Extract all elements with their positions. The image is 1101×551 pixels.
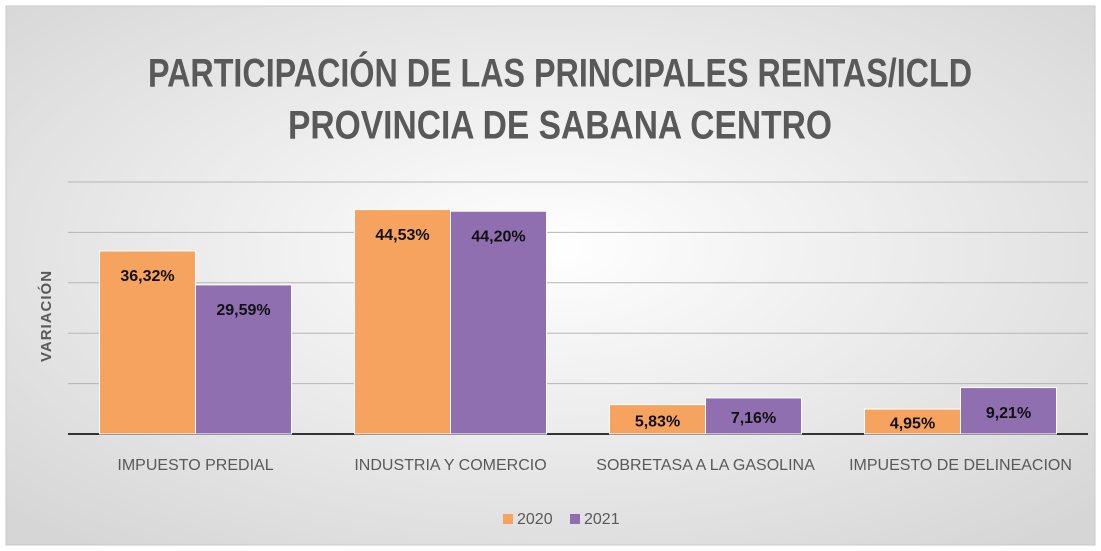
x-tick-label: SOBRETASA A LA GASOLINA	[596, 457, 815, 474]
data-label: 7,16%	[731, 410, 776, 427]
legend-swatch	[570, 514, 580, 524]
data-label: 29,59%	[216, 302, 270, 319]
data-label: 5,83%	[635, 414, 680, 431]
legend-swatch	[503, 514, 513, 524]
bar	[609, 404, 706, 435]
data-label: 44,53%	[375, 227, 429, 244]
y-axis-label: VARIACIÓN	[37, 270, 55, 362]
data-label: 36,32%	[120, 268, 174, 285]
data-label: 4,95%	[890, 416, 935, 433]
bar	[450, 210, 547, 435]
x-tick-label: INDUSTRIA Y COMERCIO	[354, 457, 546, 474]
legend-label: 2021	[584, 511, 620, 528]
x-tick-label: IMPUESTO DE DELINEACION	[849, 457, 1072, 474]
bar	[354, 209, 451, 435]
x-tick-label: IMPUESTO PREDIAL	[117, 457, 273, 474]
legend-label: 2020	[517, 511, 553, 528]
data-label: 9,21%	[986, 405, 1031, 422]
bar	[705, 397, 802, 435]
bar	[960, 387, 1057, 435]
bar	[864, 408, 961, 435]
chart-subtitle: PROVINCIA DE SABANA CENTRO	[288, 104, 832, 148]
bar	[195, 284, 292, 435]
chart-title: PARTICIPACIÓN DE LAS PRINCIPALES RENTAS/…	[148, 50, 972, 96]
data-label: 44,20%	[471, 228, 525, 245]
